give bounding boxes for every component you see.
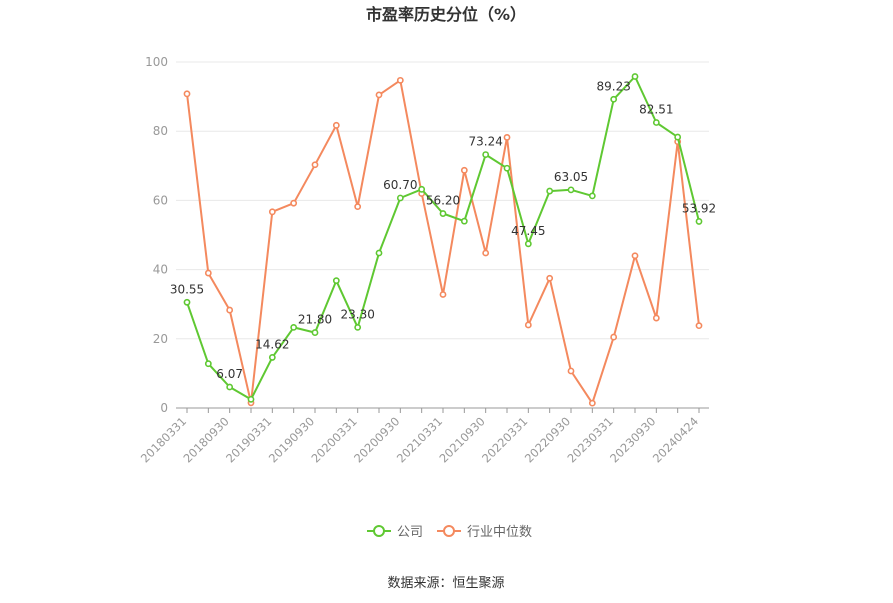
data-point xyxy=(183,90,191,98)
x-axis: 2018033120180930201903312019093020200331… xyxy=(138,407,709,466)
x-tick-label: 20240424 xyxy=(650,414,701,465)
data-point xyxy=(546,187,554,195)
data-point xyxy=(268,208,276,216)
y-tick-label: 20 xyxy=(153,332,168,346)
data-point xyxy=(610,95,618,103)
data-point xyxy=(204,269,212,277)
data-point xyxy=(567,367,575,375)
data-label: 21.80 xyxy=(298,313,332,327)
data-point xyxy=(567,186,575,194)
data-point xyxy=(311,161,319,169)
y-tick-label: 40 xyxy=(153,263,168,277)
data-point xyxy=(610,333,618,341)
data-point xyxy=(418,185,426,193)
data-point xyxy=(460,166,468,174)
data-label: 30.55 xyxy=(170,282,204,296)
data-point xyxy=(332,277,340,285)
data-point xyxy=(375,249,383,257)
data-point xyxy=(439,291,447,298)
data-point xyxy=(695,322,703,330)
data-point xyxy=(460,217,468,225)
data-point xyxy=(695,218,703,225)
data-point xyxy=(482,249,490,257)
y-axis: 0 20 40 60 80 100 xyxy=(145,55,168,415)
data-labels: 30.55 6.07 14.62 21.80 23.30 60.70 56.20 73.24 4… xyxy=(170,79,716,381)
data-point xyxy=(503,134,511,141)
y-tick-label: 60 xyxy=(153,193,168,207)
data-point xyxy=(588,192,596,200)
legend-label: 行业中位数 xyxy=(467,525,532,540)
data-point xyxy=(247,395,255,403)
data-label: 82.51 xyxy=(639,103,673,117)
data-label: 60.70 xyxy=(383,178,417,192)
data-point xyxy=(546,274,554,282)
y-tick-label: 0 xyxy=(160,401,168,415)
source-note: 数据来源：恒生聚源 xyxy=(387,576,504,591)
y-tick-label: 80 xyxy=(153,124,168,138)
data-label: 53.92 xyxy=(682,201,716,215)
data-point xyxy=(290,323,298,331)
data-label: 47.45 xyxy=(511,224,545,238)
data-point xyxy=(332,121,340,129)
data-point xyxy=(524,321,532,329)
legend-marker xyxy=(373,525,385,537)
legend[interactable]: 公司 行业中位数 xyxy=(367,525,532,540)
data-label: 63.05 xyxy=(554,170,588,184)
data-point xyxy=(482,151,490,158)
data-label: 14.62 xyxy=(255,337,289,351)
data-point xyxy=(290,199,298,207)
data-point xyxy=(354,203,362,211)
data-label: 6.07 xyxy=(216,367,243,381)
data-point xyxy=(354,323,362,331)
series-layer xyxy=(183,73,703,407)
data-label: 73.24 xyxy=(468,135,502,149)
data-point xyxy=(226,306,234,314)
data-point xyxy=(396,194,404,202)
data-point xyxy=(439,210,447,217)
data-point xyxy=(652,314,660,322)
data-point xyxy=(631,73,639,80)
data-point xyxy=(396,76,404,84)
data-point xyxy=(204,360,212,368)
series-line xyxy=(186,79,700,405)
legend-label: 公司 xyxy=(397,525,423,540)
data-label: 89.23 xyxy=(596,79,630,93)
data-point xyxy=(524,240,532,248)
data-point xyxy=(311,329,319,336)
data-point xyxy=(268,354,276,361)
data-point xyxy=(375,91,383,99)
grid-lines xyxy=(176,61,709,340)
y-tick-label: 100 xyxy=(145,55,168,69)
chart-title: 市盈率历史分位（%） xyxy=(366,5,526,24)
data-label: 56.20 xyxy=(426,194,460,208)
data-point xyxy=(631,252,639,260)
data-point xyxy=(588,399,596,407)
data-point xyxy=(183,298,191,306)
data-point xyxy=(652,119,660,126)
data-point xyxy=(226,383,234,391)
data-label: 23.30 xyxy=(340,307,374,321)
data-point xyxy=(674,133,682,141)
data-point xyxy=(503,164,511,172)
legend-marker xyxy=(443,525,455,537)
